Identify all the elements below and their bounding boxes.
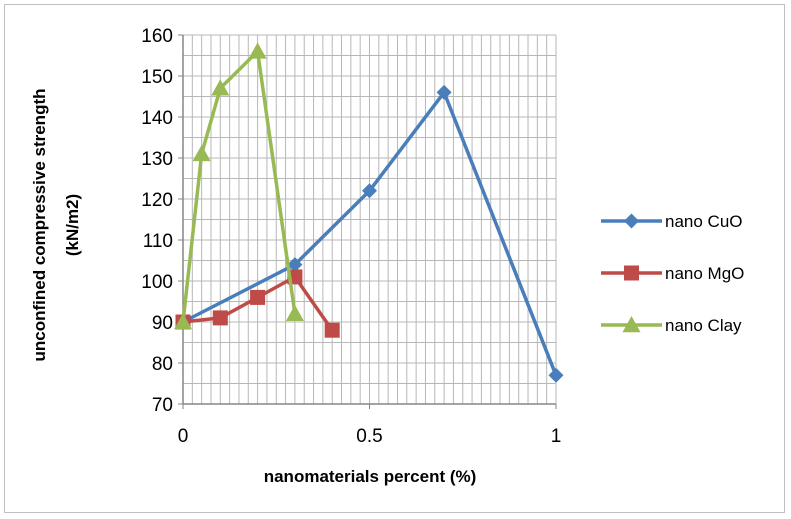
legend-item-nano-mgo: nano MgO xyxy=(601,264,744,283)
data-point-nano-cuo xyxy=(436,84,452,100)
y-axis-title-line2: (kN/m2) xyxy=(63,194,82,256)
series-layer xyxy=(174,42,564,383)
data-point-nano-clay xyxy=(174,313,192,330)
data-point-nano-mgo xyxy=(324,322,340,338)
data-point-nano-mgo xyxy=(212,310,228,326)
series-nano-clay xyxy=(174,42,304,330)
y-tick-label: 160 xyxy=(141,26,173,47)
y-tick-labels: 70 80 90 100 110 120 130 140 150 160 xyxy=(141,26,173,416)
y-axis-title-line1: unconfined compressive strength xyxy=(30,89,49,362)
legend-item-nano-cuo: nano CuO xyxy=(601,212,743,231)
data-point-nano-cuo xyxy=(287,257,303,273)
gridlines xyxy=(182,34,557,405)
data-point-nano-clay xyxy=(248,42,267,59)
data-point-nano-cuo xyxy=(362,183,377,199)
series-nano-cuo xyxy=(175,84,564,383)
y-tick-label: 70 xyxy=(152,395,173,416)
axes xyxy=(178,34,557,409)
legend-label: nano Clay xyxy=(665,316,742,335)
y-tick-label: 130 xyxy=(141,149,173,170)
y-tick-label: 140 xyxy=(141,108,173,129)
y-tick-label: 110 xyxy=(143,231,173,252)
y-tick-label: 90 xyxy=(152,313,173,334)
y-tick-label: 80 xyxy=(152,354,173,375)
x-tick-label: 0 xyxy=(178,426,189,447)
x-tick-label: 0.5 xyxy=(356,426,382,447)
x-tick-labels: 0 0.5 1 xyxy=(178,426,562,447)
series-nano-mgo xyxy=(175,269,340,338)
data-point-nano-clay xyxy=(192,144,211,162)
y-tick-label: 150 xyxy=(141,67,173,88)
data-point-nano-clay xyxy=(211,79,230,96)
x-tick-label: 1 xyxy=(551,426,562,447)
legend-label: nano MgO xyxy=(665,264,744,283)
legend-item-nano-clay: nano Clay xyxy=(601,316,742,335)
legend-label: nano CuO xyxy=(665,212,743,231)
legend-marker xyxy=(624,265,639,281)
legend: nano CuO nano MgO nano Clay xyxy=(601,212,744,335)
y-tick-label: 120 xyxy=(141,190,173,211)
data-point-nano-cuo xyxy=(548,367,564,383)
chart-frame xyxy=(4,4,785,513)
data-point-nano-mgo xyxy=(250,289,266,305)
x-axis-title: nanomaterials percent (%) xyxy=(264,467,477,486)
y-tick-label: 100 xyxy=(141,272,173,293)
data-point-nano-clay xyxy=(285,304,304,321)
legend-marker xyxy=(622,316,641,333)
legend-marker xyxy=(624,213,639,229)
